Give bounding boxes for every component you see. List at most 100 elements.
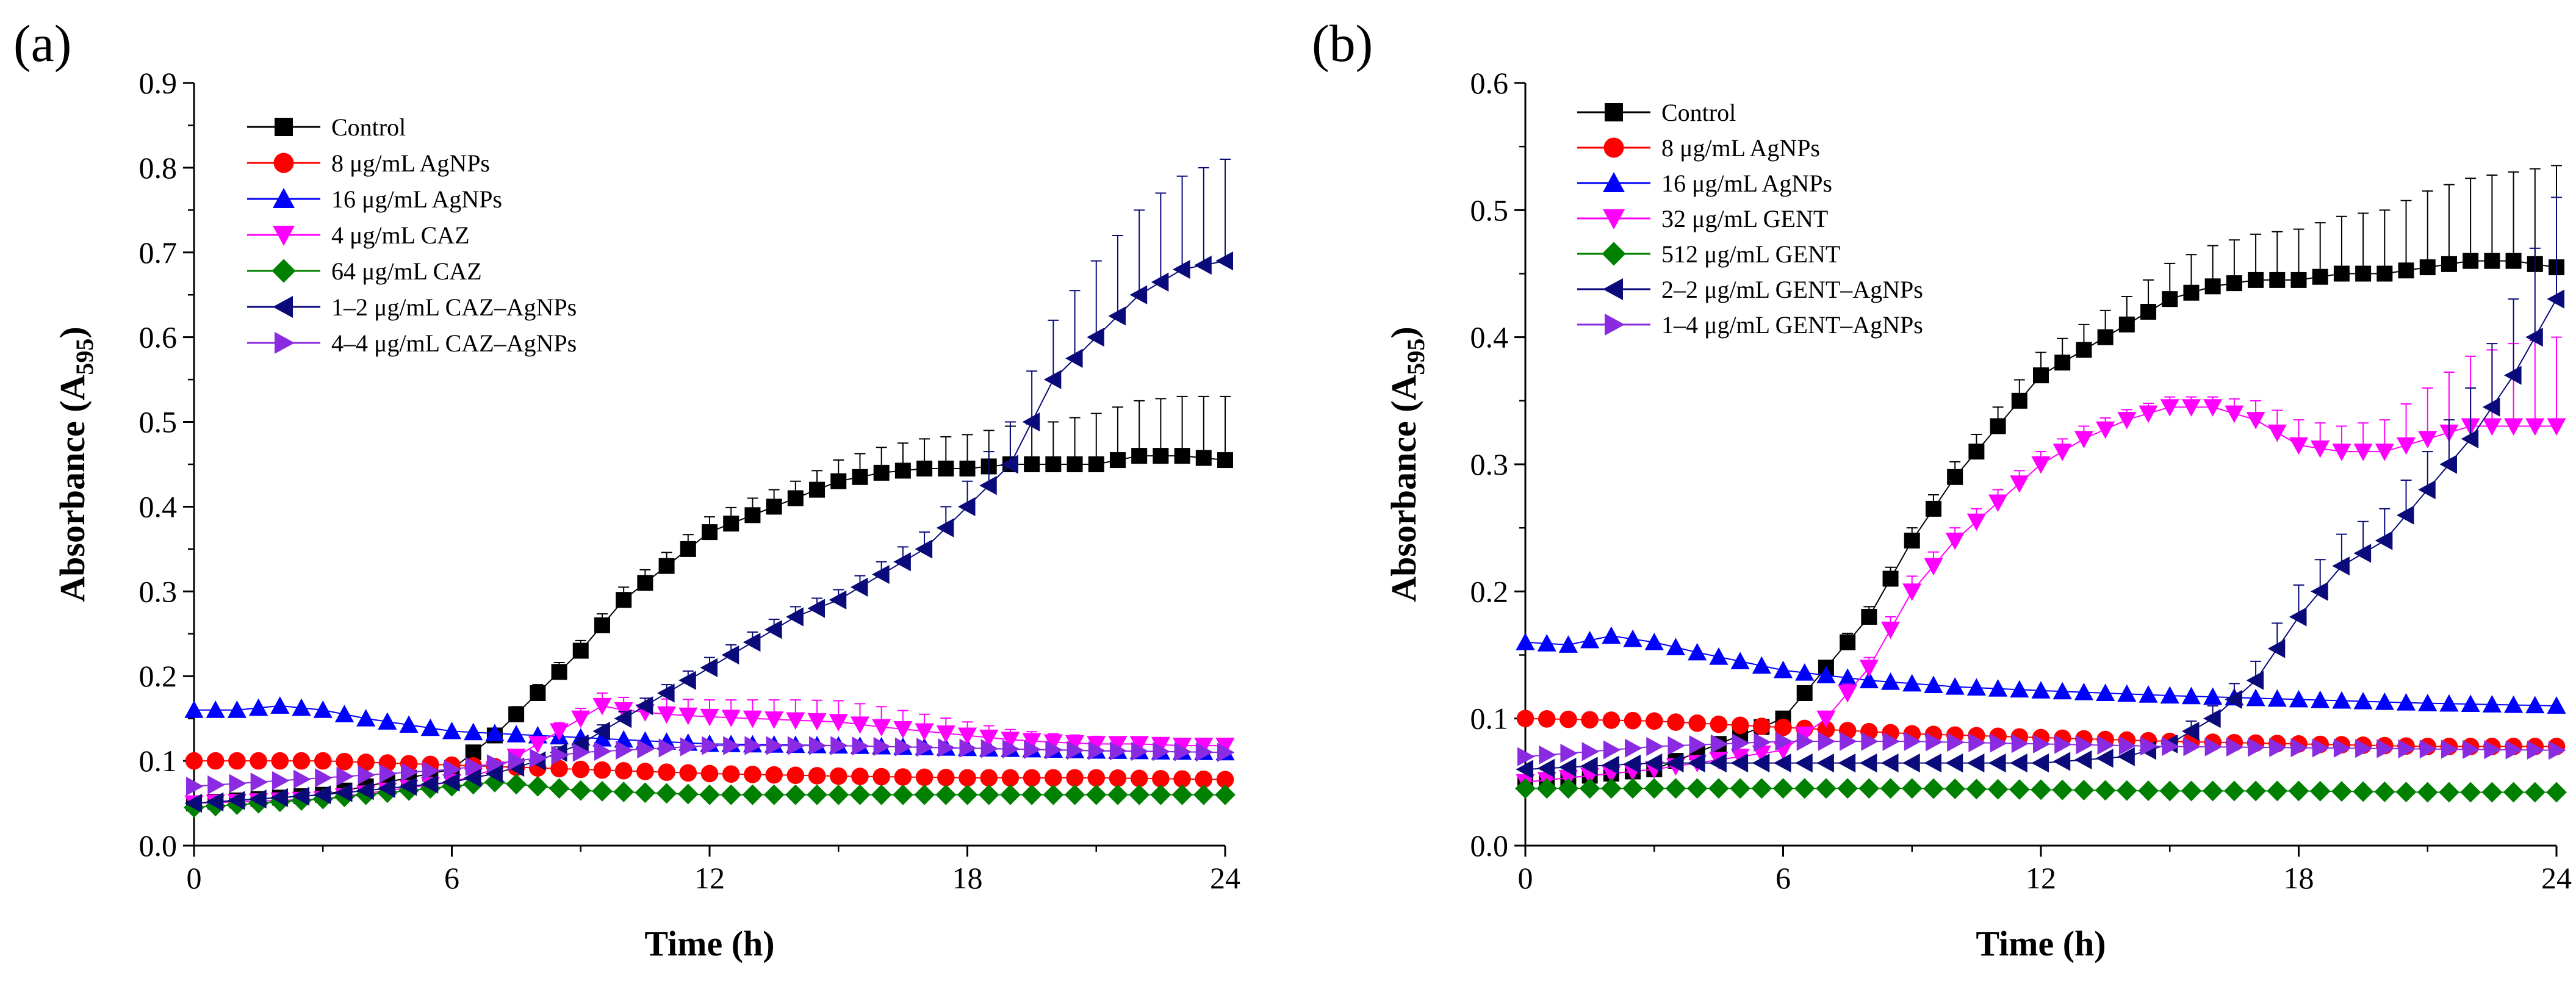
data-point (1067, 741, 1085, 760)
data-point (1838, 685, 1857, 703)
y-tick-label: 0.3 (1470, 447, 1509, 481)
data-point (593, 761, 611, 779)
y-tick-label: 0.9 (139, 66, 178, 100)
data-point (1172, 259, 1190, 279)
data-point (2353, 781, 2374, 802)
data-point (1730, 778, 1750, 799)
data-point (422, 761, 440, 780)
data-point (1882, 570, 1899, 587)
data-point (2376, 739, 2394, 758)
data-point (2525, 696, 2545, 714)
data-point (1194, 256, 1212, 275)
data-point (420, 774, 439, 794)
data-point (2289, 437, 2309, 455)
data-point (1579, 778, 1600, 799)
data-point (959, 769, 976, 787)
data-point (657, 683, 675, 703)
data-point (1988, 679, 2008, 697)
data-point (936, 518, 954, 538)
data-point (2076, 735, 2094, 755)
y-tick-label: 0.4 (139, 489, 178, 523)
data-point (1065, 735, 1085, 753)
data-point (572, 760, 590, 779)
legend-marker (1603, 137, 1624, 158)
data-point (1517, 747, 1535, 766)
y-tick-label: 0.8 (139, 151, 178, 185)
data-point (2203, 687, 2223, 705)
data-point (1516, 710, 1534, 727)
data-point (700, 708, 719, 727)
data-point (399, 777, 417, 796)
data-point (1109, 769, 1127, 787)
data-point (2353, 691, 2373, 710)
data-point (2463, 253, 2479, 269)
data-point (2031, 753, 2049, 773)
data-point (1558, 757, 1577, 777)
legend-marker (1605, 314, 1625, 336)
data-point (2290, 272, 2307, 288)
data-point (2052, 779, 2073, 800)
data-point (2054, 354, 2071, 371)
data-point (592, 697, 612, 716)
data-point (678, 671, 696, 690)
data-point (1043, 784, 1064, 805)
data-point (1215, 784, 1236, 805)
data-point (957, 497, 976, 517)
legend-marker (1603, 209, 1625, 229)
legend-marker (273, 188, 295, 208)
data-point (1195, 450, 1212, 466)
data-point (206, 752, 225, 770)
data-point (315, 768, 333, 788)
data-point (1216, 771, 1234, 788)
x-tick-label: 18 (2284, 861, 2314, 895)
data-point (2461, 694, 2480, 713)
data-point (894, 768, 912, 786)
x-axis-title: Time (h) (644, 924, 774, 963)
y-tick-label: 0.6 (1470, 66, 1509, 100)
data-point (852, 736, 870, 756)
data-point (527, 775, 549, 797)
y-tick-label: 0.0 (1470, 829, 1509, 863)
data-point (2053, 752, 2071, 771)
data-point (1644, 753, 1663, 773)
legend-marker (273, 226, 295, 246)
data-point (1000, 784, 1021, 805)
data-point (2395, 782, 2417, 803)
data-point (2396, 505, 2414, 525)
data-point (206, 700, 225, 718)
data-point (1709, 647, 1729, 665)
data-point (2033, 367, 2049, 384)
data-point (1217, 452, 1233, 469)
data-point (1195, 743, 1214, 762)
data-point (2549, 741, 2566, 760)
data-point (229, 774, 247, 793)
data-point (485, 724, 505, 741)
data-point (1988, 753, 2006, 773)
data-point (184, 793, 202, 813)
data-point (442, 721, 462, 739)
data-point (807, 713, 827, 731)
data-point (250, 752, 267, 770)
data-point (207, 775, 225, 795)
data-point (743, 633, 761, 652)
data-point (872, 564, 890, 584)
data-point (1173, 770, 1191, 788)
data-point (2503, 418, 2524, 436)
data-point (227, 791, 245, 810)
data-point (399, 715, 419, 733)
series-6 (1517, 732, 2566, 766)
data-point (957, 727, 977, 746)
data-point (1515, 778, 1536, 799)
data-point (1838, 668, 1857, 686)
data-point (2096, 421, 2115, 439)
data-point (2074, 750, 2092, 769)
data-point (723, 516, 739, 532)
data-point (1043, 370, 1062, 389)
data-point (1752, 656, 1771, 674)
y-axis-title: Absorbance (A595) (52, 326, 98, 602)
data-point (2353, 544, 2372, 563)
data-point (484, 771, 505, 793)
data-point (571, 734, 589, 753)
data-point (1904, 533, 1920, 548)
